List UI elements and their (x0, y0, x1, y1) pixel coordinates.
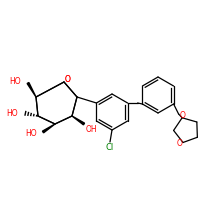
Text: O: O (65, 74, 71, 84)
Text: O: O (65, 74, 71, 84)
Text: O: O (180, 112, 186, 120)
Text: HO: HO (9, 77, 21, 86)
Text: O: O (177, 139, 183, 148)
Polygon shape (42, 124, 55, 133)
Text: HO: HO (6, 108, 18, 117)
Text: HO: HO (25, 130, 37, 138)
Text: OH: OH (86, 124, 98, 134)
Polygon shape (72, 116, 85, 125)
Polygon shape (27, 83, 36, 97)
Text: Cl: Cl (106, 144, 114, 152)
